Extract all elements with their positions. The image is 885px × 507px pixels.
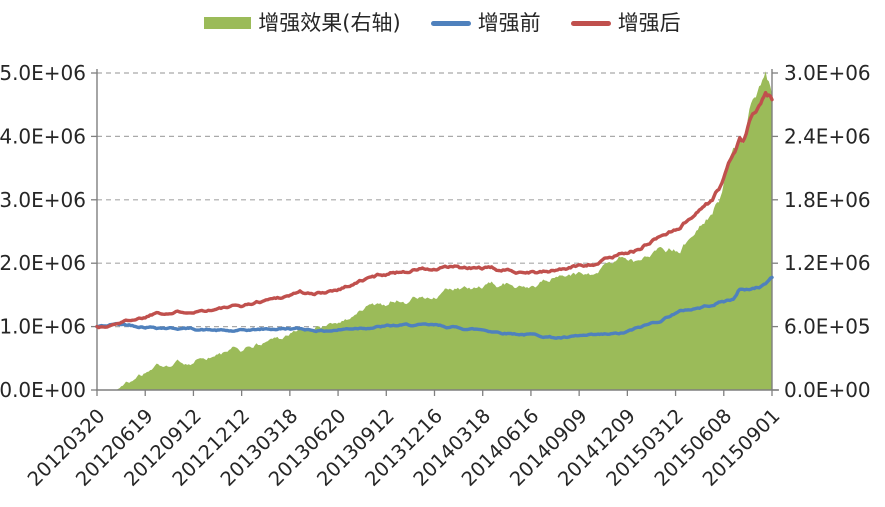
right-axis-label: 2.4E+06 [784, 124, 871, 148]
right-axis-label: 6.0E+05 [784, 315, 871, 339]
legend-label: 增强后 [617, 10, 681, 35]
legend-area-swatch [204, 17, 252, 29]
left-axis-label: 4.0E+06 [0, 124, 86, 148]
right-axis-label: 0.0E+00 [784, 378, 871, 402]
legend-line-swatch [570, 20, 611, 26]
legend-label: 增强前 [477, 10, 541, 35]
legend-item-0: 增强效果(右轴) [204, 10, 401, 35]
chart-legend: 增强效果(右轴) 增强前 增强后 [0, 8, 885, 38]
right-axis-label: 1.2E+06 [784, 251, 871, 275]
area-series-enhancement-effect [97, 71, 772, 390]
legend-label: 增强效果(右轴) [258, 10, 401, 35]
right-axis-label: 3.0E+06 [784, 61, 871, 85]
legend-line-swatch [430, 20, 471, 26]
left-axis-label: 1.0E+06 [0, 315, 86, 339]
left-axis-label: 3.0E+06 [0, 188, 86, 212]
legend-item-2: 增强后 [570, 10, 681, 35]
line-series-after-enhancement [95, 90, 774, 330]
legend-item-1: 增强前 [430, 10, 541, 35]
left-axis-label: 2.0E+06 [0, 251, 86, 275]
line-series-before-enhancement [95, 275, 774, 340]
left-axis-label: 0.0E+00 [0, 378, 86, 402]
left-axis-label: 5.0E+06 [0, 61, 86, 85]
right-axis-label: 1.8E+06 [784, 188, 871, 212]
